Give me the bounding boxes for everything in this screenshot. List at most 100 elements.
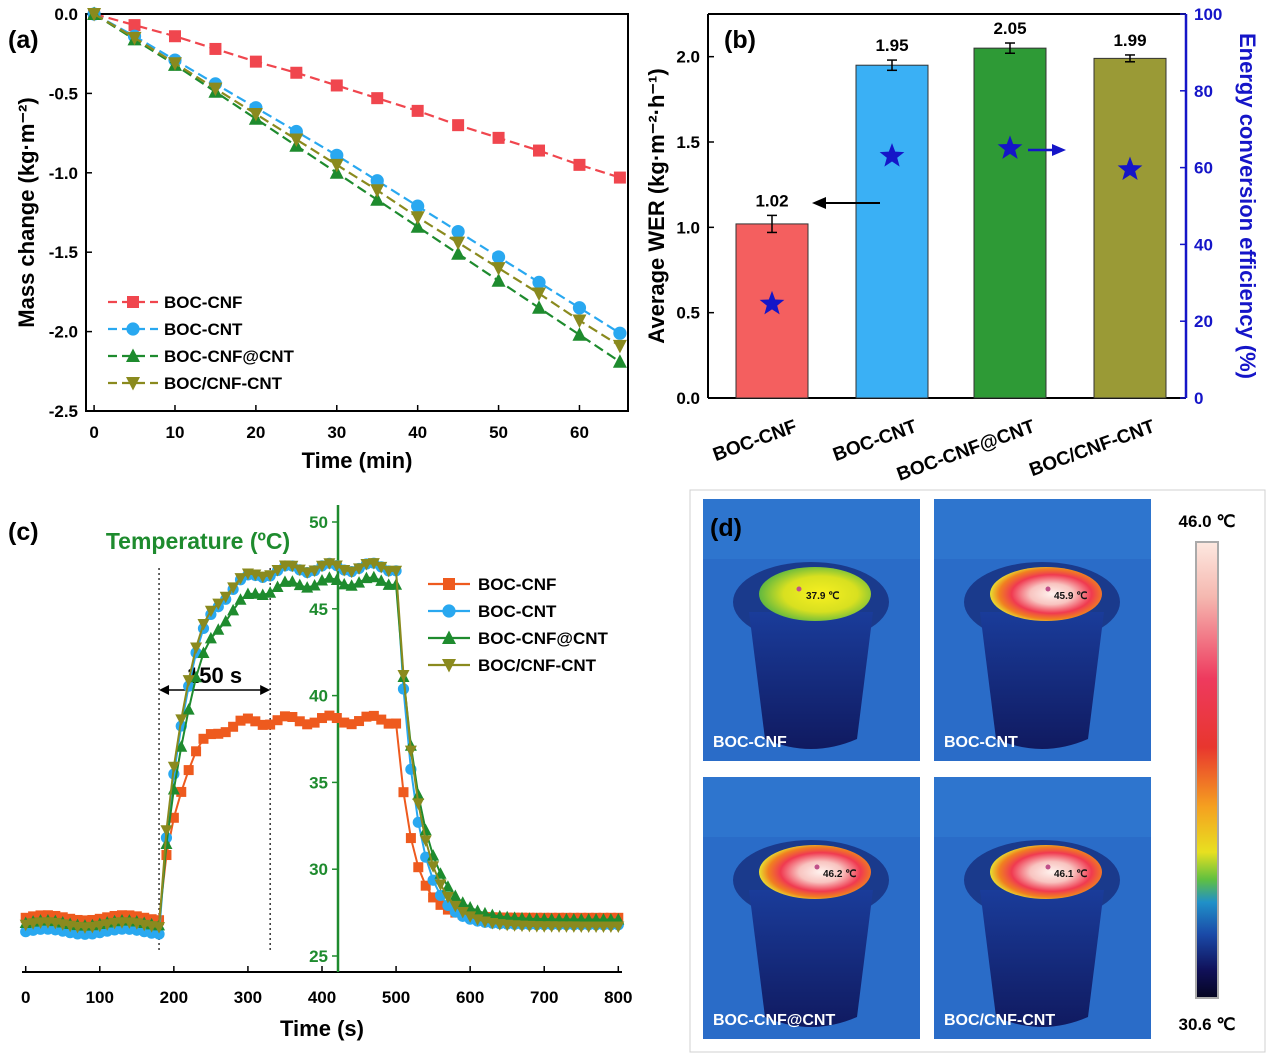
thermal-image: 46.1 ℃ BOC/CNF-CNT (934, 777, 1151, 1039)
bar-value-label: 1.02 (755, 191, 788, 210)
data-point-a (411, 104, 424, 117)
series-line-c (25, 714, 619, 922)
data-point-a (209, 42, 222, 55)
data-point-c (360, 558, 373, 571)
data-point-c (404, 745, 417, 758)
bar-value-label: 2.05 (993, 19, 1026, 38)
x-tick-label-a: 0 (89, 423, 98, 442)
data-point-c (338, 577, 351, 590)
data-point-c (205, 729, 216, 740)
x-tick-label-c: 600 (456, 988, 484, 1007)
data-point-c (308, 565, 321, 578)
data-point-a (167, 57, 182, 71)
data-point-c (213, 728, 224, 739)
data-point-c (309, 717, 320, 728)
y-tick-label-a: -1.5 (49, 243, 78, 262)
data-point-c (256, 571, 269, 584)
hot-surface (990, 567, 1102, 621)
efficiency-star (759, 290, 785, 315)
data-point-a (573, 158, 586, 171)
data-point-c (367, 570, 380, 583)
y2-tick-label-b: 80 (1194, 82, 1213, 101)
panel-c-label: (c) (8, 518, 39, 546)
y-tick-label-b: 1.0 (676, 218, 700, 237)
panel-b-label: (b) (724, 26, 756, 54)
data-point-c (345, 579, 358, 591)
data-point-a (289, 133, 304, 147)
data-point-c (287, 711, 298, 722)
data-point-a (249, 55, 262, 68)
thermal-image-label: BOC-CNT (944, 734, 1018, 751)
legend-marker-c (442, 604, 456, 618)
data-point-c (191, 746, 202, 757)
data-point-c (339, 717, 350, 728)
thermal-image: 45.9 ℃ BOC-CNT (934, 499, 1151, 761)
y-tick-label-a: -0.5 (49, 84, 78, 103)
thermal-background-top (934, 499, 1151, 559)
data-point-c (183, 765, 194, 776)
thermal-image: 37.9 ℃ BOC-CNF (703, 499, 920, 761)
data-point-c (219, 591, 232, 604)
data-point-c (375, 561, 388, 574)
cup-body (980, 612, 1104, 749)
data-point-a (128, 19, 141, 32)
x-tick-label-a: 50 (489, 423, 508, 442)
y2-tick-label-b: 20 (1194, 312, 1213, 331)
legend-marker-c (443, 578, 455, 590)
data-point-c (397, 683, 410, 695)
legend-label-a: BOC-CNF@CNT (164, 347, 295, 366)
data-point-c (301, 567, 314, 579)
x-tick-label-c: 700 (530, 988, 558, 1007)
data-point-c (441, 880, 454, 892)
data-point-c (308, 578, 321, 591)
x-tick-label-c: 300 (234, 988, 262, 1007)
data-point-a (613, 326, 627, 340)
bar (1093, 57, 1167, 399)
data-point-c (212, 598, 225, 611)
thermal-background-top (934, 777, 1151, 837)
data-point-c (93, 920, 106, 933)
y-tick-label-c: 50 (309, 513, 328, 532)
legend-label-a: BOC/CNF-CNT (164, 374, 283, 393)
data-point-c (234, 573, 247, 585)
data-point-c (264, 586, 277, 598)
panel-d-label: (d) (710, 514, 742, 542)
y-tick-label-b: 2.0 (676, 48, 700, 67)
y-tick-label-a: -2.0 (49, 323, 78, 342)
data-point-c (227, 582, 240, 594)
data-point-c (435, 899, 446, 910)
data-point-c (419, 835, 432, 847)
data-point-a (451, 224, 465, 239)
data-point-c (376, 714, 387, 725)
data-point-c (449, 889, 462, 902)
legend-label-c: BOC-CNT (478, 602, 557, 621)
y-tick-label-b: 0.0 (676, 389, 700, 408)
data-point-c (175, 714, 188, 726)
data-point-c (391, 718, 402, 729)
x-tick-label-a: 30 (327, 423, 346, 442)
data-point-a (492, 131, 505, 144)
series-line-a (93, 13, 621, 347)
data-point-c (271, 580, 284, 592)
y-axis-title-b: Average WER (kg·m⁻²·h⁻¹) (644, 68, 669, 343)
y-tick-label-c: 30 (309, 860, 328, 879)
data-point-c (204, 631, 217, 644)
legend-marker-a (126, 322, 140, 336)
data-point-c (27, 918, 40, 930)
data-point-c (249, 587, 262, 599)
efficiency-star (997, 135, 1023, 159)
bar (735, 223, 809, 399)
y2-tick-label-b: 100 (1194, 5, 1222, 24)
y-tick-label-c: 40 (309, 687, 328, 706)
spot-temperature: 37.9 ℃ (806, 591, 839, 602)
y-tick-label-c: 35 (309, 773, 328, 792)
legend-a: BOC-CNF BOC-CNT BOC-CNF@CNT BOC/CNF-CNT (108, 293, 295, 393)
data-point-c (279, 711, 290, 722)
data-point-c (160, 825, 173, 837)
spot-temperature: 45.9 ℃ (1054, 591, 1087, 602)
color-scale-bar (1195, 541, 1219, 999)
y2-tick-label-b: 40 (1194, 235, 1213, 254)
data-point-c (398, 787, 409, 798)
bar-value-label: 1.99 (1113, 31, 1146, 50)
data-point-c (190, 642, 203, 655)
